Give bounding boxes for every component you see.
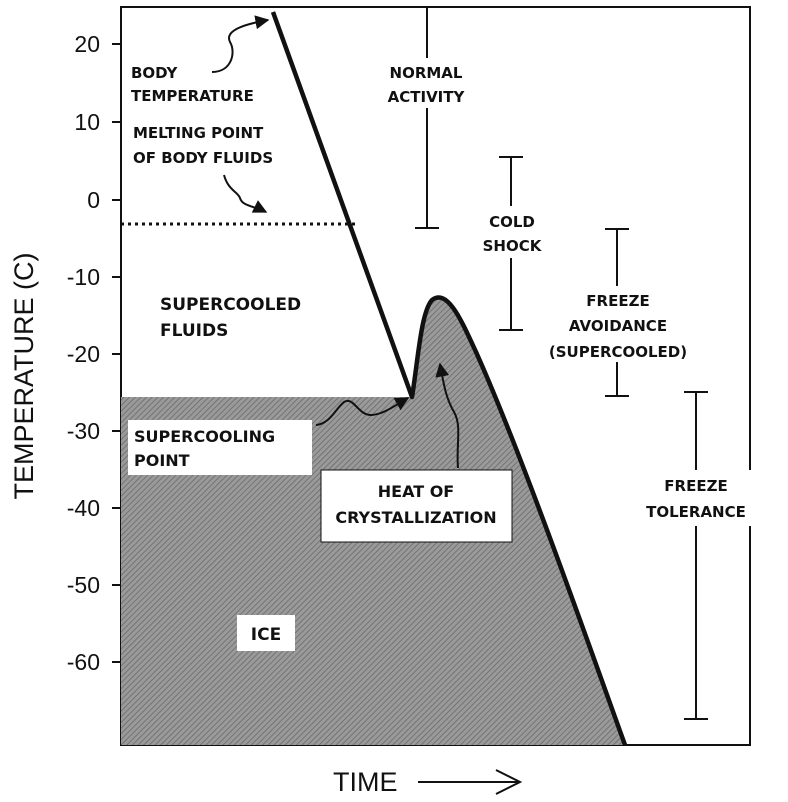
body-temperature-pointer [211, 15, 270, 73]
y-tick-label: 0 [87, 187, 100, 213]
y-axis: 20 10 0 -10 -20 -30 -40 -50 -60 [67, 31, 121, 675]
supercooling-point-pointer [315, 397, 410, 426]
freeze-avoidance-range: FREEZE AVOIDANCE (SUPERCOOLED) [548, 228, 688, 397]
freeze-avoidance-label-line2: AVOIDANCE [569, 317, 667, 335]
freeze-avoidance-label-line1: FREEZE [586, 292, 649, 310]
heat-of-crystallization-pointer [435, 362, 460, 469]
x-axis-label: TIME [333, 767, 398, 797]
normal-activity-label-line1: NORMAL [390, 64, 463, 82]
heat-of-crystallization-box [320, 469, 513, 543]
supercooled-fluids-label-line2: FLUIDS [160, 321, 228, 341]
body-temperature-label-line1: BODY [131, 64, 179, 82]
cold-shock-label-line1: COLD [489, 213, 535, 231]
freeze-tolerance-range: FREEZE TOLERANCE [638, 391, 756, 720]
ice-label-box [237, 615, 295, 651]
y-tick-label: -50 [67, 572, 100, 598]
y-tick-label: -20 [67, 341, 100, 367]
freeze-tolerance-label-line2: TOLERANCE [646, 503, 746, 521]
freeze-tolerance-label-line1: FREEZE [664, 477, 727, 495]
melting-point-label-line1: MELTING POINT [133, 124, 264, 142]
y-tick-label: -30 [67, 418, 100, 444]
y-tick-label: -10 [67, 264, 100, 290]
cold-shock-range: COLD SHOCK [474, 156, 550, 331]
normal-activity-range: NORMAL ACTIVITY [376, 7, 476, 229]
ice-label: ICE [251, 625, 281, 645]
body-temperature-curve [270, 11, 628, 746]
cold-shock-label-line2: SHOCK [483, 237, 543, 255]
y-tick-label: 20 [74, 31, 100, 57]
freeze-avoidance-label-line3: (SUPERCOOLED) [549, 343, 687, 361]
supercooling-point-label-line2: POINT [134, 451, 190, 470]
body-temperature-label-line2: TEMPERATURE [131, 87, 254, 105]
normal-activity-label-line2: ACTIVITY [388, 88, 466, 106]
heat-of-crystallization-label-line1: HEAT OF [378, 482, 454, 501]
supercooling-point-label-line1: SUPERCOOLING [134, 427, 275, 446]
y-tick-label: 10 [74, 109, 100, 135]
y-tick-label: -40 [67, 495, 100, 521]
time-arrow-icon [418, 769, 523, 795]
melting-point-pointer [223, 174, 268, 213]
supercooled-fluids-label-line1: SUPERCOOLED [160, 295, 301, 315]
y-axis-label: TEMPERATURE (C) [9, 253, 39, 500]
y-tick-label: -60 [67, 649, 100, 675]
melting-point-label-line2: OF BODY FLUIDS [133, 149, 273, 167]
supercooling-point-box [128, 420, 312, 475]
heat-of-crystallization-label-line2: CRYSTALLIZATION [335, 508, 496, 527]
